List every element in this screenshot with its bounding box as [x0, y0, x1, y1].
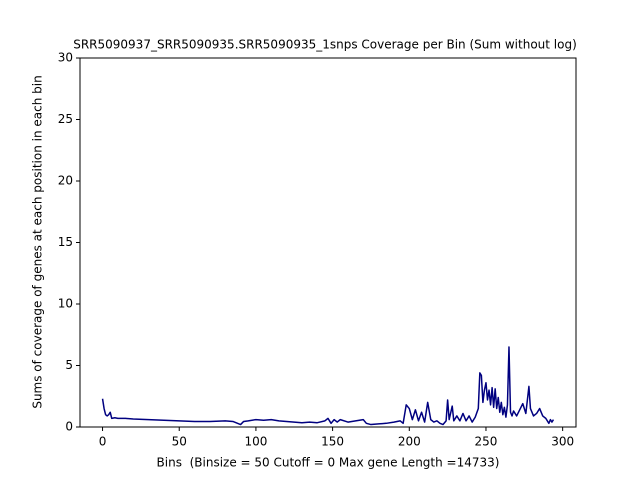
data-line: [101, 346, 555, 426]
x-tick-label: 300: [551, 435, 574, 449]
y-tick-label: 15: [58, 235, 73, 249]
y-tick-label: 0: [65, 420, 73, 434]
y-axis-label: Sums of coverage of genes at each positi…: [31, 75, 45, 408]
x-tick-label: 0: [99, 435, 107, 449]
y-tick-label: 10: [58, 297, 73, 311]
x-tick-label: 100: [244, 435, 267, 449]
x-tick-label: 150: [321, 435, 344, 449]
y-tick-label: 30: [58, 51, 73, 65]
x-tick-label: 200: [398, 435, 421, 449]
y-tick-label: 20: [58, 174, 73, 188]
y-tick-label: 25: [58, 112, 73, 126]
x-axis-label: Bins (Binsize = 50 Cutoff = 0 Max gene L…: [157, 456, 500, 470]
y-tick-label: 5: [65, 358, 73, 372]
x-tick-label: 250: [475, 435, 498, 449]
chart-title: SRR5090937_SRR5090935.SRR5090935_1snps C…: [73, 38, 577, 52]
x-tick-label: 50: [172, 435, 187, 449]
plot-frame: [79, 57, 577, 428]
